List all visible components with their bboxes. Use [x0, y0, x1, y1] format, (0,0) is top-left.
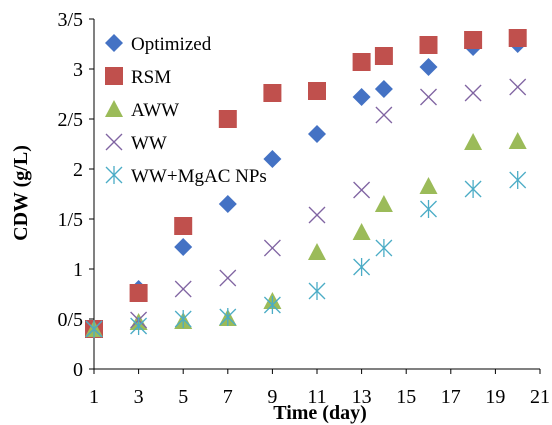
x-tick-label: 9 [267, 386, 277, 408]
data-point [420, 200, 437, 218]
data-point [509, 78, 527, 96]
data-point [129, 284, 148, 302]
y-tick-label: 3/5 [57, 9, 83, 31]
data-point [420, 88, 437, 106]
data-point [419, 58, 438, 76]
data-point [174, 217, 193, 235]
data-point [464, 84, 482, 102]
x-axis-title: Time (day) [273, 402, 367, 424]
data-points [85, 29, 527, 338]
data-point [353, 181, 371, 199]
data-point [352, 88, 371, 106]
y-tick-label: 2/5 [57, 109, 83, 131]
y-tick-label: 3 [73, 59, 83, 81]
legend-marker [105, 100, 123, 117]
data-point [464, 180, 482, 198]
data-point [464, 31, 483, 49]
y-axis-title: CDW (g/L) [10, 145, 32, 241]
legend-label: RSM [131, 67, 171, 88]
data-point [174, 310, 192, 328]
data-point [375, 239, 393, 257]
legend-marker [105, 133, 123, 151]
y-tick-label: 0 [73, 359, 83, 381]
data-point [130, 317, 148, 335]
data-point [263, 84, 282, 102]
data-point [374, 80, 393, 98]
legend: Optimized RSM AWW WW WW+MgAC NPs [105, 34, 267, 187]
data-point [85, 320, 103, 338]
x-tick-label: 7 [223, 386, 233, 408]
legend-label: AWW [131, 100, 179, 121]
data-point [308, 125, 326, 143]
data-point [308, 243, 326, 260]
data-point [308, 206, 326, 224]
x-tick-label: 17 [441, 386, 461, 408]
legend-marker [105, 34, 123, 52]
data-point [419, 36, 438, 54]
y-tick-label: 1 [73, 259, 83, 281]
legend-label: WW [131, 133, 167, 154]
data-point [508, 132, 527, 149]
data-point [263, 239, 281, 257]
data-point [308, 82, 326, 100]
legend-marker [105, 166, 123, 184]
data-point [419, 177, 438, 194]
x-tick-label: 11 [307, 386, 326, 408]
series-ww-mgac-nps [85, 171, 527, 338]
y-tick-label: 1/5 [57, 209, 83, 231]
y-tick-label: 0/5 [57, 309, 83, 331]
tick-labels: 00/511/522/533/51 3 5 7 9 11 13 15 17 19 21 [57, 9, 550, 408]
data-point [374, 195, 393, 212]
data-point [374, 47, 393, 65]
axes [89, 18, 541, 374]
data-point [353, 258, 371, 276]
legend-marker [105, 67, 123, 85]
data-point [219, 269, 237, 287]
x-tick-label: 19 [485, 386, 505, 408]
x-tick-label: 1 [89, 386, 99, 408]
x-tick-label: 5 [178, 386, 188, 408]
data-point [218, 110, 237, 128]
data-point [308, 282, 326, 300]
data-point [219, 308, 237, 326]
data-point [174, 280, 192, 298]
x-tick-label: 15 [396, 386, 416, 408]
data-point [218, 195, 237, 213]
legend-label: WW+MgAC NPs [131, 166, 267, 187]
x-tick-label: 21 [530, 386, 550, 408]
y-tick-label: 2 [73, 159, 83, 181]
data-point [263, 296, 281, 314]
data-point [464, 133, 483, 150]
data-point [174, 238, 193, 256]
x-tick-label: 3 [134, 386, 144, 408]
data-point [375, 106, 393, 124]
data-point [352, 53, 371, 71]
data-point [508, 29, 527, 47]
legend-label: Optimized [131, 34, 212, 55]
series-aww [85, 132, 527, 337]
data-point [352, 223, 371, 240]
x-tick-label: 13 [352, 386, 372, 408]
data-point [509, 171, 527, 189]
data-point [263, 150, 282, 168]
